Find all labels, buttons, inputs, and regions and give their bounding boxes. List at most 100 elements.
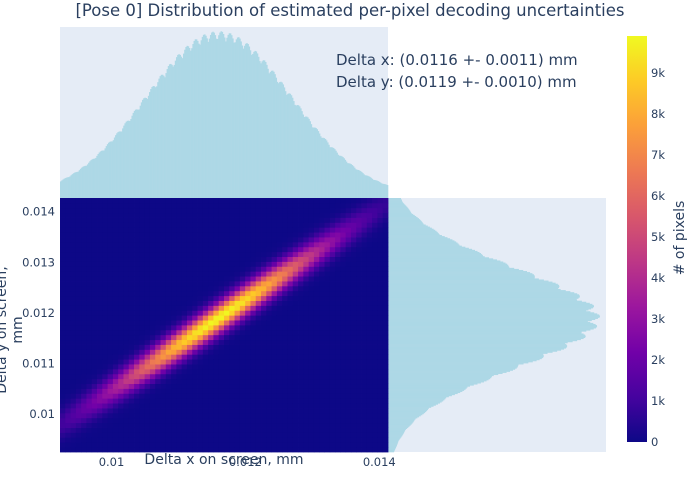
heatmap-cell bbox=[340, 383, 347, 389]
heatmap-cell bbox=[282, 315, 288, 321]
heatmap-cell bbox=[287, 227, 294, 233]
heatmap-cell bbox=[86, 276, 93, 282]
heatmap-cell bbox=[118, 408, 124, 414]
heatmap-cell bbox=[345, 354, 352, 360]
right-histogram-bar bbox=[388, 209, 410, 211]
heatmap-cell bbox=[102, 305, 109, 311]
heatmap-cell bbox=[75, 364, 82, 370]
heatmap-cell bbox=[102, 373, 109, 380]
heatmap-cell bbox=[107, 266, 114, 272]
heatmap-cell bbox=[239, 398, 246, 404]
heatmap-cell bbox=[276, 261, 283, 267]
right-histogram-bar bbox=[388, 319, 592, 322]
heatmap-cell bbox=[303, 388, 310, 394]
heatmap-cell bbox=[107, 227, 114, 233]
heatmap-cell bbox=[335, 281, 341, 287]
heatmap-cell bbox=[65, 251, 71, 258]
top-histogram-bar bbox=[362, 173, 364, 198]
heatmap-cell bbox=[128, 383, 135, 389]
top-histogram-bar bbox=[156, 86, 158, 198]
heatmap-cell bbox=[324, 344, 331, 350]
right-histogram-bar bbox=[388, 370, 511, 372]
heatmap-cell bbox=[261, 334, 267, 341]
heatmap-cell bbox=[324, 276, 331, 282]
top-histogram-bar bbox=[220, 31, 222, 198]
heatmap-cell bbox=[239, 300, 246, 306]
heatmap-cell bbox=[372, 354, 378, 360]
heatmap-cell bbox=[329, 417, 336, 424]
heatmap-cell bbox=[261, 251, 267, 258]
heatmap-cell bbox=[118, 222, 124, 228]
heatmap-cell bbox=[213, 339, 220, 345]
heatmap-cell bbox=[218, 378, 225, 385]
heatmap-cell bbox=[123, 251, 130, 258]
heatmap-cell bbox=[229, 237, 235, 243]
heatmap-cell bbox=[81, 417, 87, 424]
heatmap-cell bbox=[149, 198, 156, 204]
heatmap-cell bbox=[60, 315, 66, 321]
top-histogram-bar bbox=[253, 51, 255, 199]
heatmap-cell bbox=[134, 334, 140, 341]
heatmap-cell bbox=[75, 408, 82, 414]
heatmap-cell bbox=[324, 290, 331, 297]
heatmap-cell bbox=[75, 256, 82, 262]
heatmap-cell bbox=[377, 227, 384, 233]
heatmap-cell bbox=[102, 339, 109, 345]
heatmap-cell bbox=[218, 349, 225, 355]
heatmap-cell bbox=[160, 378, 167, 385]
heatmap-cell bbox=[197, 285, 204, 292]
heatmap-cell bbox=[239, 290, 246, 297]
heatmap-cell bbox=[86, 212, 93, 218]
heatmap-cell bbox=[160, 246, 167, 253]
top-histogram-bar bbox=[166, 69, 169, 198]
heatmap-cell bbox=[266, 281, 273, 287]
heatmap-cell bbox=[345, 227, 352, 233]
heatmap-cell bbox=[372, 427, 378, 433]
heatmap-cell bbox=[123, 266, 130, 272]
right-histogram-bar bbox=[388, 406, 432, 408]
heatmap-cell bbox=[224, 349, 230, 355]
right-histogram-bar bbox=[388, 450, 395, 453]
heatmap-cell bbox=[234, 237, 241, 243]
heatmap-cell bbox=[340, 237, 347, 243]
heatmap-cell bbox=[192, 427, 198, 433]
heatmap-cell bbox=[181, 281, 188, 287]
annotation-delta-x: Delta x: (0.0116 +- 0.0011) mm bbox=[336, 51, 578, 69]
heatmap-cell bbox=[276, 325, 283, 331]
heatmap-cell bbox=[186, 368, 193, 375]
heatmap-cell bbox=[176, 232, 183, 238]
heatmap-cell bbox=[155, 202, 161, 209]
heatmap-cell bbox=[266, 310, 273, 316]
heatmap-cell bbox=[287, 403, 294, 409]
heatmap-cell bbox=[287, 368, 294, 375]
heatmap-cell bbox=[266, 334, 273, 341]
heatmap-cell bbox=[250, 334, 257, 341]
top-histogram-bar bbox=[63, 178, 65, 198]
heatmap-cell bbox=[282, 373, 288, 380]
heatmap-cell bbox=[266, 325, 273, 331]
heatmap-cell bbox=[261, 271, 267, 277]
heatmap-cell bbox=[181, 412, 188, 419]
heatmap-cell bbox=[60, 442, 66, 448]
heatmap-cell bbox=[229, 378, 235, 385]
heatmap-cell bbox=[313, 334, 320, 341]
top-histogram-bar bbox=[153, 86, 156, 198]
heatmap-cell bbox=[70, 202, 77, 209]
heatmap-cell bbox=[335, 412, 341, 419]
heatmap-cell bbox=[350, 222, 357, 228]
heatmap-cell bbox=[239, 285, 246, 292]
heatmap-cell bbox=[91, 246, 98, 253]
heatmap-cell bbox=[155, 295, 161, 301]
heatmap-cell bbox=[245, 388, 251, 394]
heatmap-cell bbox=[361, 222, 368, 228]
heatmap-cell bbox=[218, 217, 225, 223]
heatmap-cell bbox=[266, 271, 273, 277]
heatmap-cell bbox=[361, 232, 368, 238]
heatmap-cell bbox=[192, 266, 198, 272]
heatmap-cell bbox=[176, 398, 183, 404]
heatmap-cell bbox=[229, 310, 235, 316]
heatmap-cell bbox=[149, 447, 156, 453]
heatmap-cell bbox=[271, 285, 278, 292]
heatmap-cell bbox=[139, 408, 146, 414]
top-histogram-bar bbox=[284, 91, 287, 198]
